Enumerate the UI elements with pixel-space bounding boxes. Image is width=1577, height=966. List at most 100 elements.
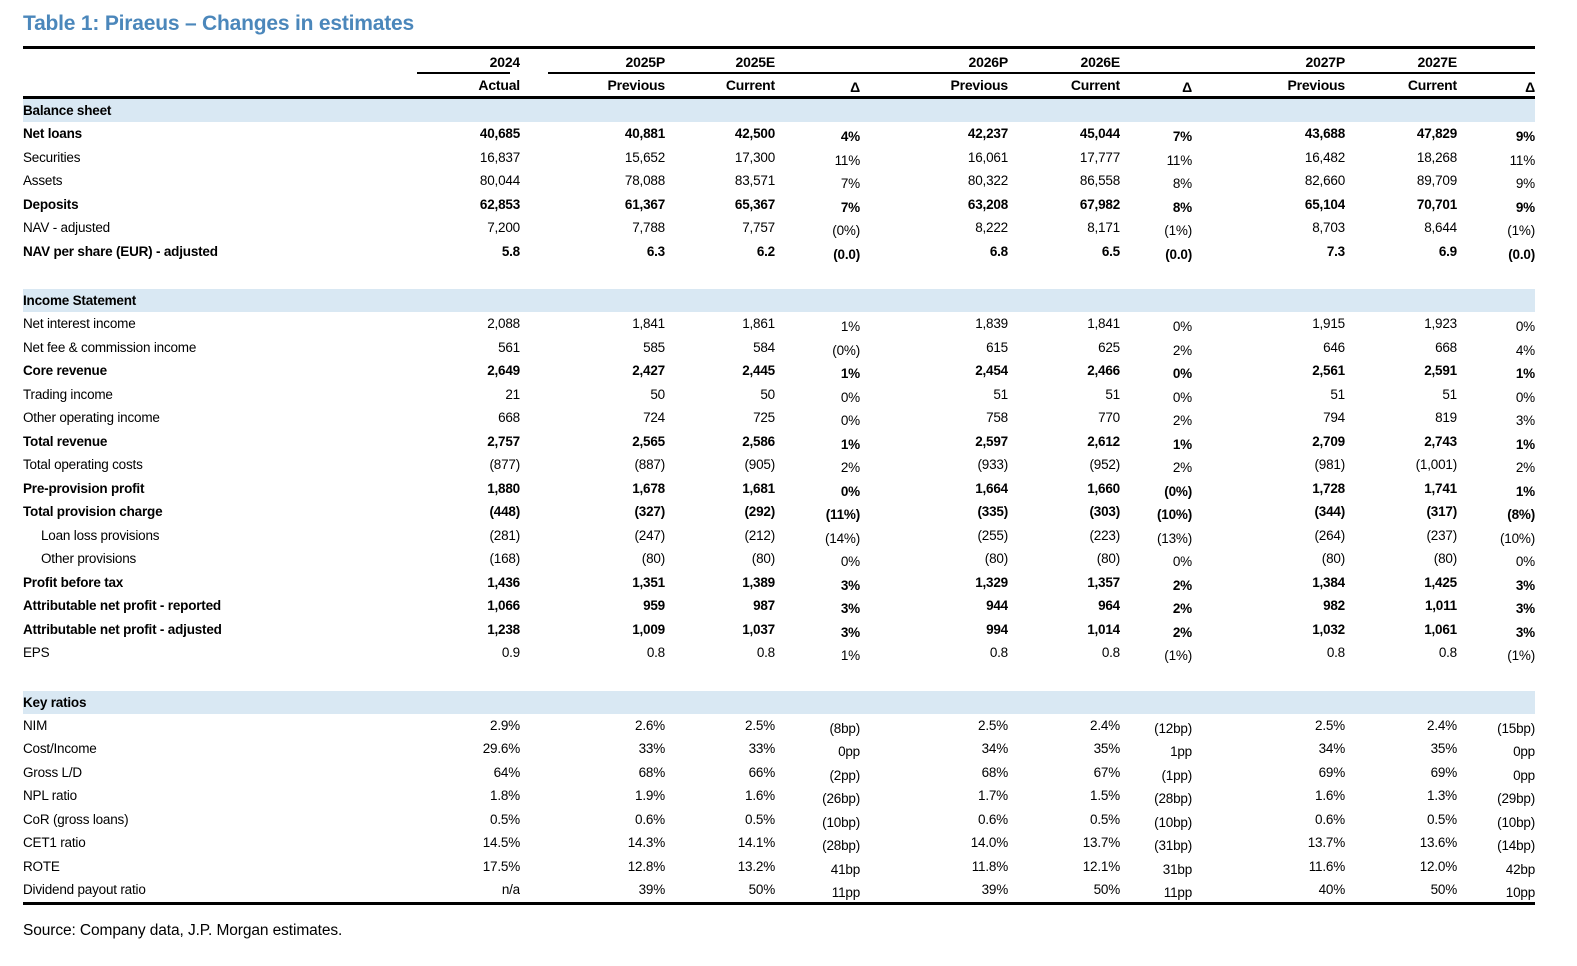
value-cell: 1,329 — [975, 574, 1008, 590]
value-cell: 0.5% — [1090, 811, 1120, 827]
value-cell: 0.8 — [1101, 645, 1120, 660]
value-cell: 12.0% — [1419, 858, 1457, 874]
value-cell: 15,652 — [624, 149, 665, 165]
value-cell: 11.6% — [1308, 858, 1345, 874]
value-cell: (247) — [634, 527, 665, 543]
delta-cell: (0.0) — [1165, 246, 1192, 262]
table-row: Net fee & commission income 561 585 584 (0%)… — [23, 336, 1535, 360]
subheader-row: Actual Previous Current Δ Previous Curre… — [23, 74, 1535, 101]
delta-cell: 7% — [840, 176, 860, 191]
delta-cell: 11pp — [831, 885, 860, 900]
value-cell: 615 — [986, 339, 1008, 355]
delta-cell: 1% — [840, 436, 860, 452]
value-cell: 1,011 — [1424, 598, 1457, 613]
value-cell: 1,664 — [975, 480, 1008, 496]
delta-cell: 4% — [840, 129, 860, 144]
table-row: Other operating income 668 724 725 0% 758 770 2… — [23, 406, 1535, 430]
delta-cell: 3% — [1515, 577, 1535, 593]
value-cell: 35% — [1430, 741, 1457, 756]
value-cell: 2,586 — [742, 433, 775, 449]
delta-cell: 31bp — [1162, 861, 1192, 877]
value-cell: 1.7% — [978, 788, 1008, 803]
value-cell: (448) — [489, 504, 520, 519]
value-cell: 7,788 — [632, 220, 665, 235]
value-cell: (80) — [641, 551, 665, 566]
value-cell: 2.5% — [745, 717, 775, 733]
value-cell: 0.5% — [490, 811, 520, 827]
delta-cell: 2% — [1172, 460, 1192, 475]
value-cell: 39% — [638, 882, 665, 897]
value-cell: 1,009 — [632, 621, 665, 637]
value-cell: 33% — [748, 741, 775, 756]
value-cell: 8,171 — [1087, 220, 1120, 235]
delta-cell: 0% — [840, 483, 860, 499]
row-label: Gross L/D — [23, 764, 82, 780]
row-label: Other operating income — [23, 410, 160, 425]
value-cell: 7,200 — [487, 220, 520, 235]
value-cell: 2,649 — [487, 363, 520, 378]
value-cell: 2,591 — [1424, 363, 1457, 378]
value-cell: (212) — [744, 527, 775, 543]
value-cell: 51 — [993, 386, 1008, 402]
col-delta-2027: Δ — [1457, 76, 1535, 101]
row-label: Dividend payout ratio — [23, 882, 146, 897]
value-cell: 50 — [760, 386, 775, 402]
value-cell: 2,565 — [632, 433, 665, 449]
section-header-row: Income Statement — [23, 289, 1535, 312]
value-cell: 7,757 — [742, 220, 775, 235]
value-cell: 14.1% — [737, 835, 775, 850]
row-label: Profit before tax — [23, 574, 124, 590]
value-cell: 80,044 — [479, 173, 520, 188]
value-cell: 2,466 — [1087, 363, 1120, 378]
col-current-2025: Current — [665, 74, 775, 99]
row-label: Net interest income — [23, 316, 136, 331]
delta-cell: 7% — [1172, 129, 1192, 144]
value-cell: 959 — [643, 598, 665, 613]
value-cell: 65,367 — [734, 196, 775, 212]
value-cell: 2.9% — [490, 717, 520, 733]
delta-cell: 0% — [1515, 319, 1535, 334]
value-cell: (80) — [1321, 551, 1345, 566]
value-cell: 13.6% — [1419, 835, 1457, 850]
table-row: Loan loss provisions (281) (247) (212) (14%)… — [23, 524, 1535, 548]
row-label: Total operating costs — [23, 457, 143, 472]
value-cell: 1.6% — [1315, 788, 1345, 803]
value-cell: (344) — [1314, 504, 1345, 519]
delta-cell: 0pp — [1513, 767, 1535, 783]
row-label: Net loans — [23, 126, 82, 141]
value-cell: (168) — [489, 551, 520, 566]
value-cell: 67,982 — [1079, 196, 1120, 212]
value-cell: 70,701 — [1416, 196, 1457, 212]
table-row: NIM 2.9% 2.6% 2.5% (8bp) 2.5% 2.4% (12bp) 2.5% 2.… — [23, 714, 1535, 738]
value-cell: 2,454 — [975, 363, 1008, 378]
delta-cell: 8% — [1172, 176, 1192, 191]
year-2027p: 2027P — [1192, 46, 1345, 72]
value-cell: (905) — [744, 457, 775, 472]
year-gap — [1457, 46, 1535, 72]
delta-cell: 9% — [1515, 129, 1535, 144]
table-row: Net loans 40,685 40,881 42,500 4% 42,237 45,04… — [23, 122, 1535, 146]
value-cell: 1,032 — [1312, 621, 1345, 637]
source-note: Source: Company data, J.P. Morgan estima… — [23, 921, 343, 939]
year-2026e: 2026E — [1008, 46, 1120, 72]
col-previous-2027: Previous — [1192, 74, 1345, 99]
spacer-cell — [23, 665, 1535, 691]
value-cell: 80,322 — [967, 173, 1008, 188]
delta-cell: (29bp) — [1497, 791, 1535, 806]
delta-cell: (10bp) — [1497, 814, 1535, 830]
delta-cell: 2% — [1172, 601, 1192, 616]
value-cell: (887) — [634, 457, 665, 472]
value-cell: (981) — [1314, 457, 1345, 472]
value-cell: 42,237 — [967, 126, 1008, 141]
value-cell: 1,037 — [742, 621, 775, 637]
value-cell: 65,104 — [1304, 196, 1345, 212]
row-label: Total revenue — [23, 433, 108, 449]
delta-cell: 42bp — [1505, 861, 1535, 877]
value-cell: 62,853 — [479, 196, 520, 212]
delta-cell: 0% — [1515, 389, 1535, 405]
row-label: Attributable net profit - reported — [23, 598, 221, 613]
delta-cell: 1pp — [1170, 744, 1192, 759]
value-cell: 2,561 — [1312, 363, 1345, 378]
value-cell: 17.5% — [482, 858, 520, 874]
delta-cell: 0% — [1515, 554, 1535, 569]
